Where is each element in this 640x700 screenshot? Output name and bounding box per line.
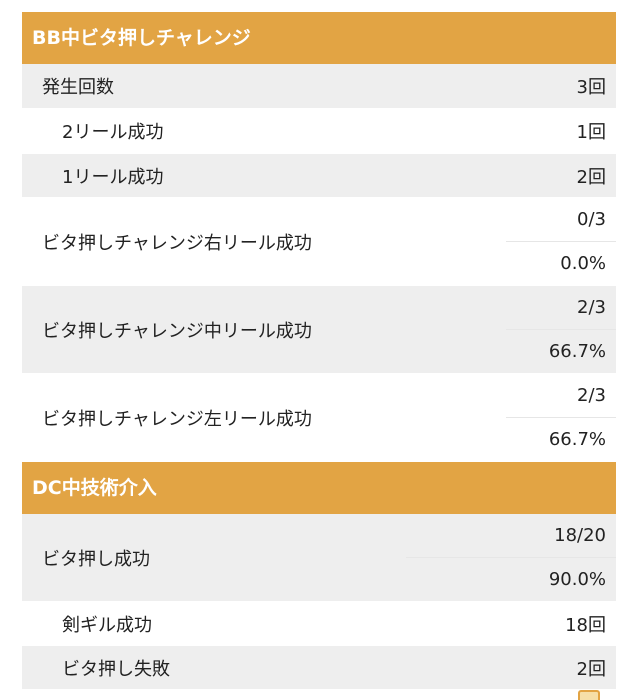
stat-fraction: 2/3 bbox=[506, 375, 616, 418]
stat-label: ビタ押しチャレンジ中リール成功 bbox=[42, 320, 312, 342]
stat-fraction: 0/3 bbox=[506, 199, 616, 242]
stat-value-stack: 2/3 66.7% bbox=[506, 286, 616, 373]
stat-fraction: 2/3 bbox=[506, 287, 616, 330]
stat-percent: 0.0% bbox=[560, 252, 606, 274]
stat-fraction: 18/20 bbox=[406, 515, 616, 558]
stat-value: 3回 bbox=[576, 77, 606, 98]
stat-label: 発生回数 bbox=[42, 77, 114, 98]
stat-value-stack: 2/3 66.7% bbox=[506, 374, 616, 461]
stat-value: 18回 bbox=[565, 614, 606, 636]
stat-row-1-reel-success: 1リール成功 2回 bbox=[22, 154, 616, 198]
stat-value: 2回 bbox=[576, 166, 606, 188]
stat-label: ビタ押しチャレンジ右リール成功 bbox=[42, 232, 312, 254]
stat-value: 2回 bbox=[576, 658, 606, 680]
section-header-dc: DC中技術介入 bbox=[22, 462, 616, 514]
corner-badge-icon[interactable] bbox=[578, 690, 600, 700]
stat-label: 1リール成功 bbox=[62, 166, 164, 188]
stat-row-right-reel: ビタ押しチャレンジ右リール成功 0/3 0.0% bbox=[22, 198, 616, 286]
stat-label: 2リール成功 bbox=[62, 122, 164, 143]
section-header-bb: BB中ビタ押しチャレンジ bbox=[22, 12, 616, 64]
stat-row-occurrences: 発生回数 3回 bbox=[22, 64, 616, 109]
stat-value-stack: 18/20 90.0% bbox=[406, 514, 616, 601]
stat-row-sword-gill: 剣ギル成功 18回 bbox=[22, 602, 616, 646]
stat-value-stack: 0/3 0.0% bbox=[506, 198, 616, 285]
stat-percent: 66.7% bbox=[548, 428, 606, 450]
stat-label: 剣ギル成功 bbox=[62, 614, 152, 636]
stat-label: ビタ押しチャレンジ左リール成功 bbox=[42, 408, 312, 430]
stat-row-bita-fail: ビタ押し失敗 2回 bbox=[22, 646, 616, 690]
stat-percent: 90.0% bbox=[548, 568, 606, 590]
stats-panel: BB中ビタ押しチャレンジ 発生回数 3回 2リール成功 1回 1リール成功 2回… bbox=[22, 12, 616, 690]
stat-label: ビタ押し失敗 bbox=[62, 658, 170, 680]
stat-row-center-reel: ビタ押しチャレンジ中リール成功 2/3 66.7% bbox=[22, 286, 616, 374]
stat-row-bita-success: ビタ押し成功 18/20 90.0% bbox=[22, 514, 616, 602]
stat-percent: 66.7% bbox=[548, 340, 606, 362]
stat-row-left-reel: ビタ押しチャレンジ左リール成功 2/3 66.7% bbox=[22, 374, 616, 462]
stat-label: ビタ押し成功 bbox=[42, 548, 150, 570]
stat-row-2-reel-success: 2リール成功 1回 bbox=[22, 109, 616, 154]
stat-value: 1回 bbox=[576, 122, 606, 143]
